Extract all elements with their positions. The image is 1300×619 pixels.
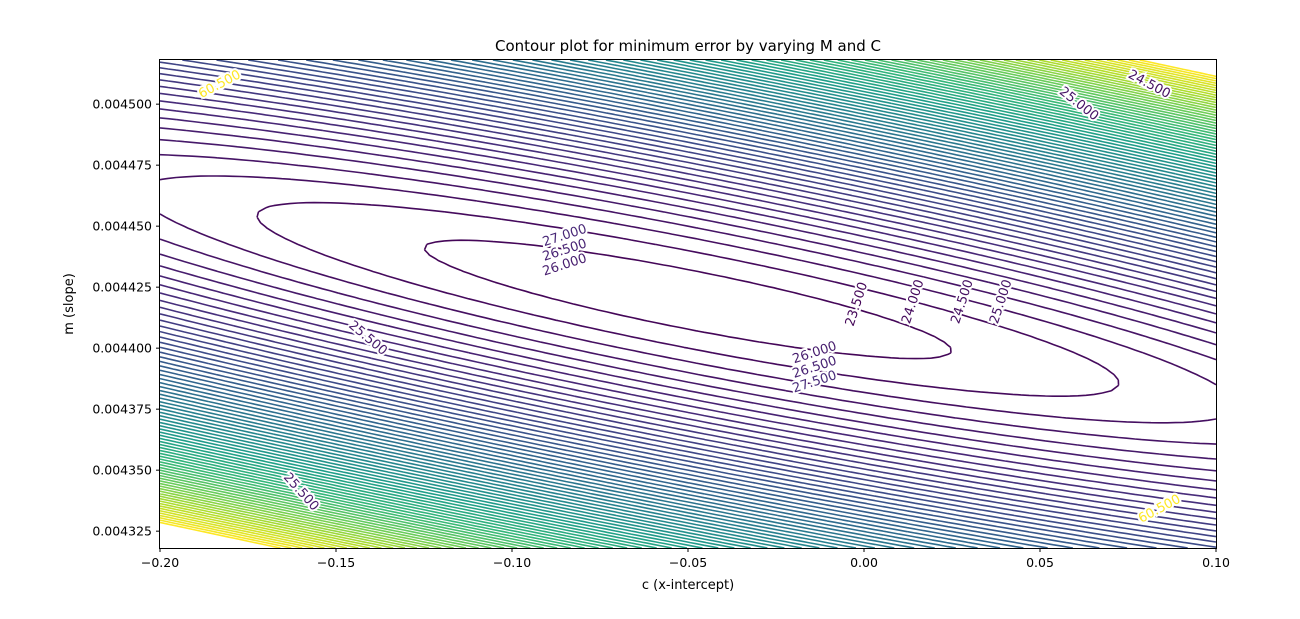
y-tick-label: 0.004400 [92, 341, 152, 356]
contour-line [160, 175, 1216, 424]
contour-line [160, 60, 1216, 548]
x-axis: −0.20 −0.15 −0.10 −0.05 0.00 0.05 0.10 [141, 548, 1230, 570]
y-axis-label: m (slope) [62, 273, 77, 335]
contour-line [160, 60, 1216, 548]
y-tick-label: 0.004500 [92, 97, 152, 112]
contour-line [160, 108, 1216, 491]
contour-line [160, 61, 1216, 538]
y-tick-label: 0.004350 [92, 463, 152, 478]
contour-line [160, 60, 1216, 548]
x-axis-label: c (x-intercept) [642, 578, 734, 593]
contour-line [160, 60, 1216, 548]
contour-line [160, 60, 1216, 548]
contour-line [160, 60, 1216, 548]
contour-line [160, 138, 1216, 460]
contour-line [160, 60, 1216, 548]
contour-line [160, 60, 1216, 548]
contour-line [160, 60, 1216, 548]
contour-line [160, 60, 1216, 548]
contour-line [160, 60, 1216, 548]
contour-label: 23.500 [843, 280, 871, 328]
x-tick-label: 0.05 [1026, 555, 1054, 570]
contour-line [160, 60, 1216, 548]
contour-line [160, 60, 1216, 548]
contour-line [160, 60, 1216, 548]
contour-line [160, 60, 1216, 548]
contour-line [160, 60, 1216, 548]
contour-line [160, 72, 1216, 526]
contour-line [160, 60, 1216, 548]
contour-line [423, 239, 952, 360]
contour-line [160, 60, 1216, 548]
contour-line [160, 127, 1216, 472]
contour-line [160, 60, 1216, 548]
contour-line [160, 60, 1216, 548]
contour-line [160, 60, 1216, 548]
contour-line [160, 67, 1216, 532]
contour-line [160, 60, 1216, 548]
contour-line [160, 60, 1216, 548]
contour-line [160, 60, 1216, 548]
contour-line [160, 60, 1216, 548]
contour-line [160, 60, 1216, 548]
x-tick-label: 0.10 [1202, 555, 1230, 570]
contour-line [160, 79, 1216, 520]
contour-line [160, 60, 1216, 548]
x-tick-label: −0.20 [141, 555, 179, 570]
contour-line [160, 60, 1216, 548]
chart-title: Contour plot for minimum error by varyin… [495, 37, 881, 55]
contour-line [160, 60, 1216, 548]
contour-line [160, 60, 1216, 548]
contour-line [160, 60, 1216, 548]
contour-line [160, 60, 1216, 548]
contour-line [160, 60, 1216, 548]
contour-label: 24.000 [899, 278, 927, 326]
contour-line [160, 60, 1216, 548]
contour-line [160, 92, 1216, 507]
y-tick-label: 0.004375 [92, 402, 152, 417]
contour-line [160, 60, 1216, 548]
y-tick-label: 0.004325 [92, 524, 152, 539]
contour-line [256, 201, 1120, 397]
contour-line [160, 60, 1216, 548]
contour-line [160, 153, 1216, 445]
contour-line [160, 60, 1216, 548]
contour-line [160, 60, 1216, 548]
y-tick-label: 0.004475 [92, 158, 152, 173]
contour-line [160, 60, 1216, 548]
x-tick-label: −0.15 [317, 555, 355, 570]
contour-line [160, 117, 1216, 482]
x-tick-label: −0.05 [669, 555, 707, 570]
contour-line [160, 60, 1216, 548]
contour-line [160, 60, 1216, 548]
y-axis: 0.004325 0.004350 0.004375 0.004400 0.004425… [92, 97, 160, 539]
contour-line [160, 60, 1216, 548]
contour-line [160, 100, 1216, 499]
contour-line [160, 85, 1216, 514]
contour-label: 25.000 [987, 278, 1015, 326]
y-tick-label: 0.004450 [92, 219, 152, 234]
contour-line [160, 60, 1216, 548]
contour-line [160, 60, 1216, 548]
contour-line [160, 60, 1216, 543]
x-tick-label: −0.10 [493, 555, 531, 570]
contour-line [160, 60, 1216, 548]
contour-line [160, 60, 1216, 548]
contour-lines [160, 60, 1216, 548]
contour-line [160, 60, 1216, 548]
x-tick-label: 0.00 [850, 555, 878, 570]
contour-line [160, 60, 1216, 548]
contour-line [160, 60, 1216, 548]
y-tick-label: 0.004425 [92, 280, 152, 295]
contour-line [160, 60, 1216, 548]
contour-line [160, 60, 1216, 548]
contour-line [160, 60, 1216, 548]
contour-line [160, 60, 1216, 548]
contour-line [160, 60, 1216, 548]
contour-line [160, 60, 1216, 548]
contour-line [160, 60, 1216, 548]
contour-line [160, 60, 1216, 548]
contour-line [160, 60, 1216, 548]
